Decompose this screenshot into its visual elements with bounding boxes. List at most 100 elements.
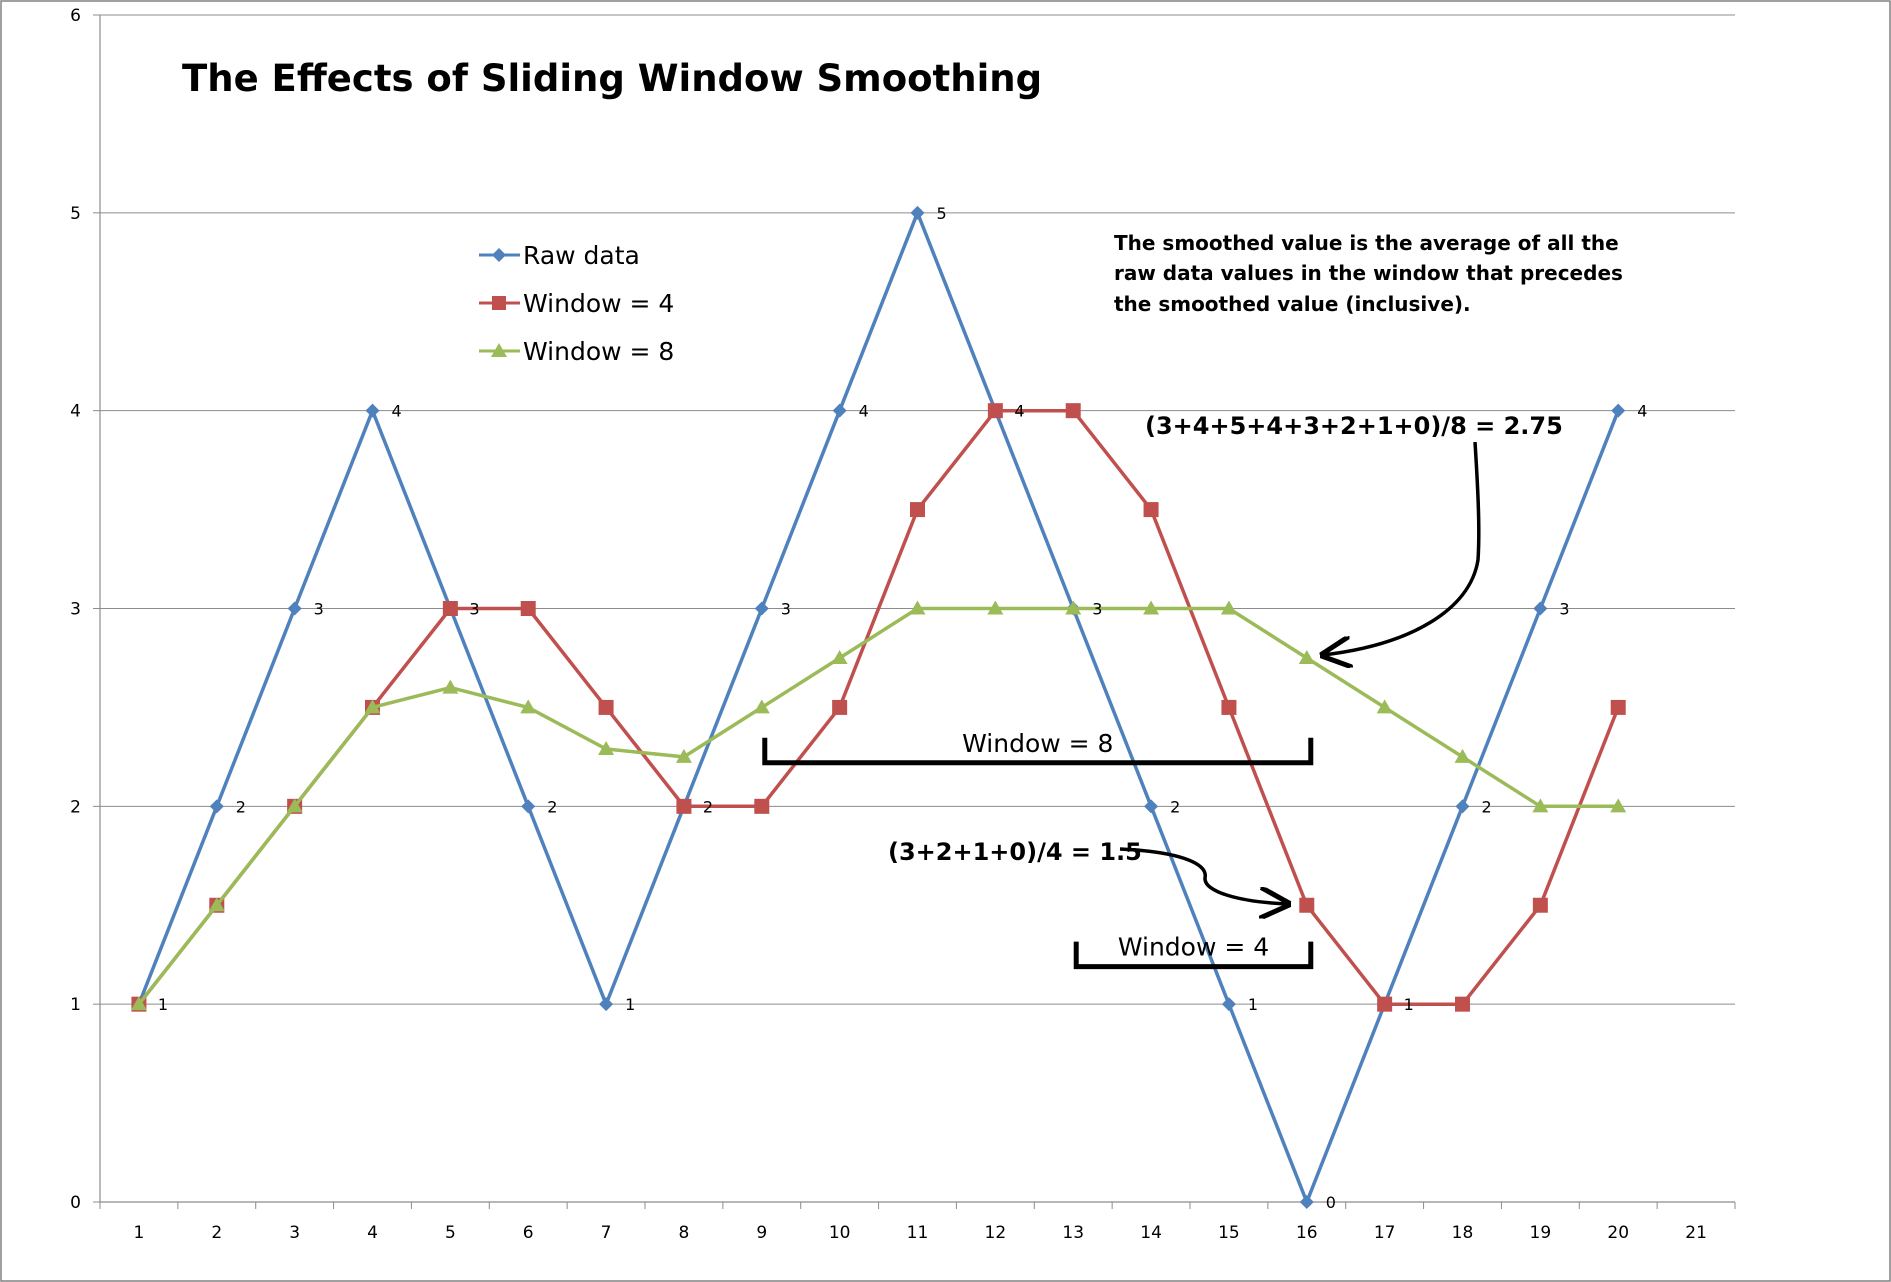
x-tick-label-2: 2 (211, 1223, 222, 1243)
point-window-8-6 (520, 699, 537, 714)
point-raw-data-20 (1611, 403, 1626, 418)
point-window-8-8 (675, 748, 692, 763)
series-line-raw-data (137, 211, 1620, 1204)
point-window-8-1 (130, 996, 147, 1011)
y-tick-label-6: 6 (70, 6, 81, 26)
x-tick-label-12: 12 (985, 1223, 1007, 1243)
point-raw-data-9 (754, 601, 769, 616)
note-line-3: the smoothed value (inclusive). (1114, 292, 1471, 316)
y-tick-label-2: 2 (70, 797, 81, 817)
data-label-raw-data-7: 1 (625, 995, 635, 1014)
point-raw-data-18 (1455, 799, 1470, 814)
x-tick-label-3: 3 (289, 1223, 300, 1243)
x-tick-label-16: 16 (1296, 1223, 1318, 1243)
x-tick-label-4: 4 (367, 1223, 378, 1243)
point-window-8-2 (208, 897, 225, 912)
annotation-formula-4: (3+2+1+0)/4 = 1.5 (888, 838, 1288, 904)
point-raw-data-14 (1144, 799, 1159, 814)
point-window-4-19 (1532, 897, 1548, 913)
y-tick-label-1: 1 (70, 995, 81, 1015)
formula-4-arrow (1119, 847, 1288, 904)
y-tick-label-0: 0 (70, 1193, 81, 1213)
legend: Raw data Window = 4 Window = 8 (479, 241, 674, 366)
data-label-raw-data-17: 1 (1404, 995, 1414, 1014)
x-tick-label-11: 11 (907, 1223, 929, 1243)
point-window-4-8 (676, 798, 692, 814)
point-window-8-3 (286, 798, 303, 813)
point-window-4-15 (1221, 699, 1237, 715)
point-window-8-4 (364, 699, 381, 714)
legend-label-window8: Window = 8 (523, 337, 674, 366)
point-window-8-16 (1298, 649, 1315, 664)
point-window-4-13 (1065, 403, 1081, 419)
formula-8-text: (3+4+5+4+3+2+1+0)/8 = 2.75 (1145, 412, 1563, 440)
point-window-8-9 (753, 699, 770, 714)
bracket-window-8-label: Window = 8 (962, 729, 1113, 758)
point-window-4-20 (1610, 699, 1626, 715)
data-label-raw-data-14: 2 (1170, 797, 1180, 816)
data-label-raw-data-2: 2 (236, 797, 246, 816)
point-raw-data-7 (599, 997, 614, 1012)
x-tick-label-1: 1 (134, 1223, 145, 1243)
point-window-8-20 (1610, 798, 1627, 813)
legend-label-raw: Raw data (523, 241, 640, 270)
legend-marker-raw (492, 248, 506, 262)
note-line-2: raw data values in the window that prece… (1114, 261, 1623, 285)
annotation-note: The smoothed value is the average of all… (1114, 231, 1623, 316)
chart-title: The Effects of Sliding Window Smoothing (182, 57, 1042, 100)
point-window-4-17 (1377, 996, 1393, 1012)
point-raw-data-15 (1221, 997, 1236, 1012)
point-window-4-14 (1143, 502, 1159, 518)
point-window-4-6 (520, 601, 536, 616)
data-label-raw-data-13: 3 (1092, 600, 1102, 619)
series-group (130, 205, 1627, 1209)
point-window-8-13 (1065, 600, 1082, 615)
x-tick-label-8: 8 (679, 1223, 690, 1243)
y-tick-label-5: 5 (70, 204, 81, 224)
point-raw-data-3 (287, 601, 302, 616)
y-tick-label-3: 3 (70, 600, 81, 620)
point-window-8-5 (442, 679, 459, 694)
point-window-4-12 (987, 403, 1003, 419)
bracket-window-4 (1073, 941, 1314, 970)
data-label-raw-data-11: 5 (937, 204, 947, 223)
point-raw-data-4 (365, 403, 380, 418)
formula-8-arrow (1323, 441, 1481, 655)
series-line-window-4 (137, 408, 1620, 1006)
x-tick-label-20: 20 (1607, 1223, 1629, 1243)
series-line-window-8 (137, 606, 1619, 1006)
data-label-raw-data-19: 3 (1559, 600, 1569, 619)
point-window-4-7 (598, 699, 614, 715)
data-label-raw-data-18: 2 (1482, 797, 1492, 816)
point-window-8-14 (1143, 600, 1160, 615)
point-window-4-9 (754, 798, 770, 814)
x-tick-label-5: 5 (445, 1223, 456, 1243)
series-window-8 (130, 600, 1627, 1011)
point-window-8-19 (1532, 798, 1549, 813)
x-tick-label-21: 21 (1685, 1223, 1707, 1243)
point-window-4-11 (910, 502, 925, 518)
data-label-raw-data-6: 2 (547, 797, 557, 816)
x-tick-label-19: 19 (1530, 1223, 1552, 1243)
point-raw-data-11 (910, 205, 925, 220)
x-tick-label-18: 18 (1452, 1223, 1474, 1243)
point-window-4-16 (1299, 897, 1315, 913)
legend-item-window4: Window = 4 (479, 289, 674, 318)
point-window-4-10 (832, 699, 848, 715)
point-raw-data-2 (209, 799, 224, 814)
data-label-raw-data-16: 0 (1326, 1193, 1336, 1212)
data-label-raw-data-1: 1 (158, 995, 168, 1014)
x-tick-label-10: 10 (829, 1223, 851, 1243)
point-window-4-5 (442, 601, 458, 616)
bracket-window-8 (762, 737, 1314, 766)
data-label-raw-data-10: 4 (859, 402, 869, 421)
bracket-window-4-label: Window = 4 (1118, 933, 1269, 962)
data-labels: 1 2 3 4 3 2 1 2 3 4 5 4 3 2 1 0 1 2 3 4 (158, 204, 1647, 1212)
legend-marker-window4 (492, 296, 506, 310)
data-label-raw-data-12: 4 (1014, 402, 1024, 421)
y-tick-label-4: 4 (70, 402, 81, 422)
note-line-1: The smoothed value is the average of all… (1114, 231, 1619, 255)
